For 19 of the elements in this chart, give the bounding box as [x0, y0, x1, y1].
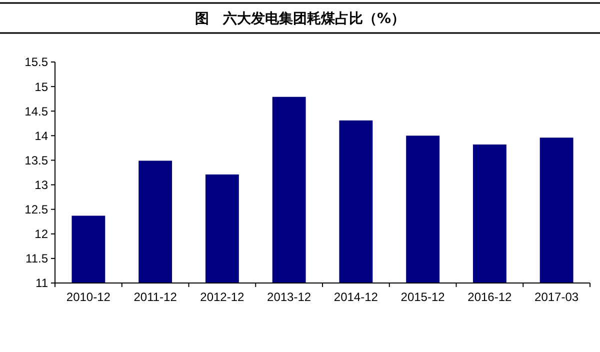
x-tick-label: 2012-12	[200, 290, 245, 304]
y-tick-label: 12.5	[24, 202, 48, 217]
y-tick-label: 11	[36, 276, 48, 290]
x-tick-label: 2013-12	[267, 290, 312, 304]
x-tick-label: 2011-12	[134, 290, 178, 304]
y-tick-label: 15.5	[24, 55, 48, 70]
y-tick-label: 14.5	[24, 104, 48, 118]
y-tick-label: 12	[34, 227, 48, 242]
y-tick-label: 14	[34, 128, 48, 143]
x-tick-label: 2016-12	[468, 290, 512, 304]
y-tick-label: 15	[34, 80, 48, 94]
x-tick-label: 2015-12	[400, 290, 446, 304]
y-tick-label: 13	[34, 178, 48, 192]
y-tick-label: 11.5	[26, 252, 48, 266]
x-tick-label: 2010-12	[66, 290, 111, 304]
y-tick-label: 13.5	[24, 153, 48, 168]
x-tick-label: 2014-12	[334, 290, 378, 304]
chart-title: 图 六大发电集团耗煤占比（%）	[194, 10, 406, 27]
x-tick-label: 2017-03	[534, 290, 579, 304]
